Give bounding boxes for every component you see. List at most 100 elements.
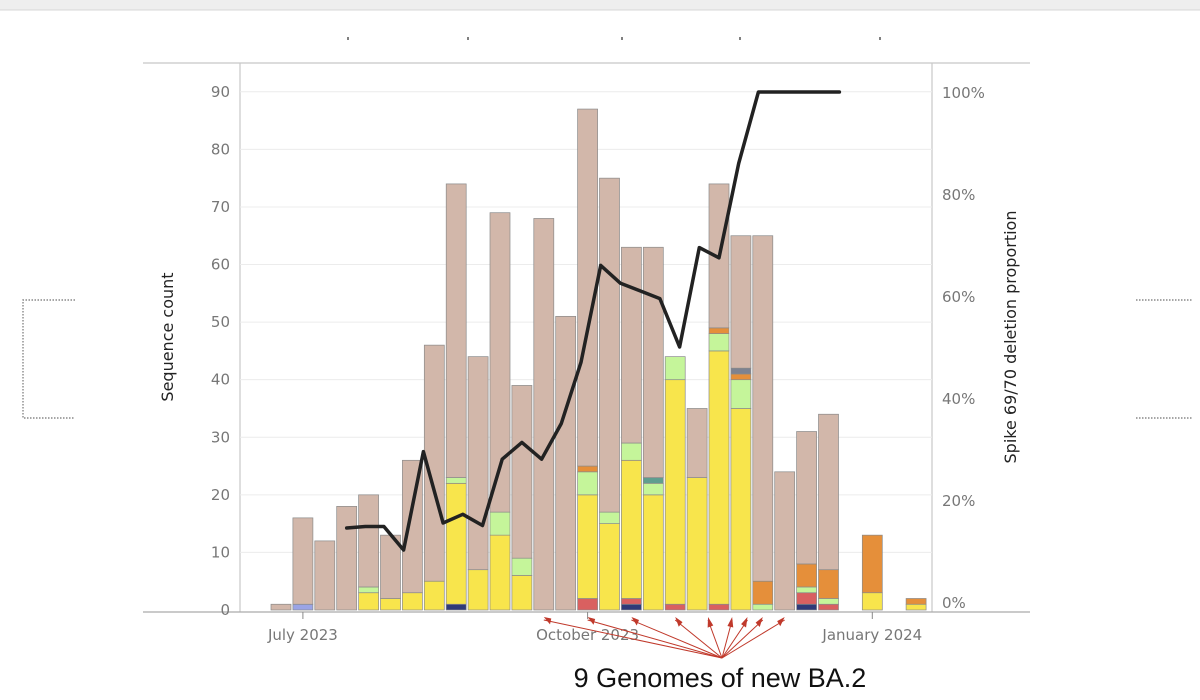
bar-segment-red: [577, 598, 598, 611]
left-axis-ticks: 0 10 20 30 40 50 60 70 80 90: [211, 83, 230, 619]
annotation-arrows: [543, 617, 785, 659]
right-tick-label: 80%: [942, 186, 975, 204]
left-tick-label: 70: [211, 198, 230, 216]
bar-segment-orange: [861, 534, 883, 594]
annotation-arrowhead: [727, 617, 734, 628]
bar-segment-other: [599, 177, 620, 513]
bar-segment-lightgreen: [796, 586, 817, 594]
bar-segment-yellow: [445, 482, 467, 605]
y-axis-title-right: Spike 69/70 deletion proportion: [1001, 211, 1020, 464]
x-tick-label: January 2024: [821, 626, 922, 644]
plot-frame: [143, 62, 1030, 613]
bar-segment-other: [752, 235, 774, 582]
bar-segment-yellow: [905, 603, 927, 611]
bar-segment-lightgreen: [577, 471, 598, 496]
annotation-label: 9 Genomes of new BA.2: [574, 663, 867, 693]
left-tick-label: 0: [220, 601, 230, 619]
bar-segment-lightgreen: [708, 333, 730, 352]
bar-segment-red: [621, 598, 642, 605]
left-tick-label: 20: [211, 486, 230, 504]
bar-segment-orange: [796, 563, 817, 588]
x-tick-label: October 2023: [536, 626, 639, 644]
window-top-bar: [0, 0, 1200, 10]
y-axis-title-left: Sequence count: [158, 272, 177, 401]
bar-segment-orange: [752, 580, 774, 605]
bar-segment-yellow: [577, 494, 598, 599]
right-axis-ticks: 0% 20% 40% 60% 80% 100%: [942, 84, 985, 612]
right-tick-label: 60%: [942, 288, 975, 306]
left-tick-label: 50: [211, 313, 230, 331]
bar-segment-navy: [621, 603, 642, 611]
annotation-arrowhead: [675, 617, 683, 627]
bar-segment-lightgreen: [445, 477, 467, 484]
x-axis-ticks: July 2023 October 2023 January 2024: [267, 612, 922, 644]
bar-segment-red: [708, 603, 730, 611]
top-axis-ticks: [347, 37, 881, 40]
bar-segment-lightgreen: [489, 511, 511, 536]
bar-segment-other: [774, 471, 796, 611]
bar-segment-navy: [796, 603, 817, 611]
bar-segment-yellow: [380, 598, 401, 611]
bar-segment-lightgreen: [664, 356, 686, 381]
bar-segment-teal: [642, 477, 664, 484]
bar-segment-yellow: [861, 592, 883, 611]
annotation-arrowhead: [707, 617, 714, 628]
bar-segment-other: [336, 506, 358, 611]
left-tick-label: 90: [211, 83, 230, 101]
annotation-arrowhead: [631, 617, 640, 626]
bar-segment-lightgreen: [752, 603, 774, 611]
bar-segment-orange: [818, 569, 839, 599]
right-tick-label: 40%: [942, 390, 975, 408]
right-selection-bracket: [1136, 299, 1192, 419]
bar-segment-yellow: [599, 523, 620, 611]
bar-segment-lightgreen: [511, 557, 533, 576]
bar-segment-other: [314, 540, 336, 611]
bar-segment-yellow: [730, 408, 752, 611]
bar-segment-lightgreen: [730, 379, 752, 409]
left-tick-label: 10: [211, 543, 230, 561]
annotation-arrowhead: [741, 617, 748, 628]
bar-segment-yellow: [489, 534, 511, 611]
annotation-arrowhead: [755, 617, 763, 627]
annotation-arrow: [721, 619, 785, 659]
bar-segment-other: [686, 408, 708, 478]
bar-segment-red: [664, 603, 686, 611]
line-series: [344, 90, 842, 552]
bar-segment-yellow: [358, 592, 379, 611]
bar-segment-other: [796, 431, 817, 565]
bar-segment-other: [730, 235, 752, 369]
left-tick-label: 40: [211, 371, 230, 389]
bar-segment-yellow: [686, 477, 708, 611]
bar-segment-yellow: [621, 459, 642, 599]
annotation-arrowhead: [587, 617, 596, 625]
bar-segment-other: [467, 356, 489, 571]
bar-segment-red: [818, 603, 839, 611]
bar-segment-other: [358, 494, 379, 588]
bar-segment-yellow: [642, 494, 664, 611]
annotation-arrowhead: [777, 617, 785, 627]
deletion-proportion-line: [344, 90, 842, 552]
left-tick-label: 60: [211, 256, 230, 274]
bar-segment-yellow: [708, 350, 730, 605]
bar-segment-lightgreen: [642, 482, 664, 496]
bar-segment-other: [642, 246, 664, 478]
right-tick-label: 100%: [942, 84, 985, 102]
bar-segment-yellow: [664, 379, 686, 605]
bar-segment-orange: [730, 373, 752, 381]
bar-segment-yellow: [402, 592, 423, 611]
bar-segment-other: [423, 344, 445, 582]
bar-segment-other: [270, 603, 292, 611]
annotation-arrow: [543, 619, 723, 659]
left-tick-label: 80: [211, 140, 230, 158]
bar-segment-other: [445, 183, 467, 478]
bar-segment-lightgreen: [599, 511, 620, 524]
bar-segment-other: [621, 246, 642, 444]
bar-segment-other: [489, 212, 511, 513]
right-tick-label: 20%: [942, 492, 975, 510]
bar-segment-orange: [577, 465, 598, 473]
annotation-arrow: [674, 619, 723, 659]
annotation-arrowhead: [543, 617, 552, 625]
bar-segment-other: [402, 459, 423, 594]
bar-segment-gray: [730, 367, 752, 375]
bar-segment-other: [555, 315, 577, 611]
